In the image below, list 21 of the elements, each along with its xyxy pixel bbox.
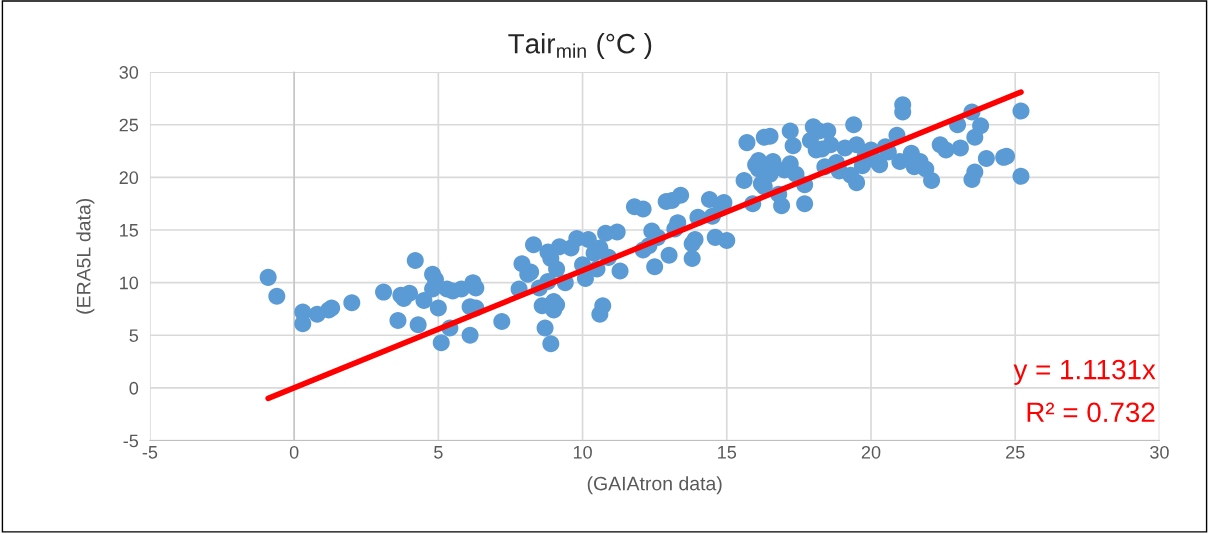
y-tick-label: 30 bbox=[119, 66, 139, 79]
x-tick-label: 30 bbox=[1150, 445, 1169, 459]
annotation: y = 1.1131x bbox=[1013, 359, 1156, 385]
y-tick-label: -5 bbox=[123, 434, 139, 448]
x-tick-label: 5 bbox=[434, 446, 443, 459]
annotation: R² = 0.732 bbox=[1027, 402, 1155, 423]
x-tick-label: -5 bbox=[142, 446, 158, 459]
y-tick-label: 20 bbox=[119, 171, 139, 185]
x-tick-label: 15 bbox=[718, 446, 737, 459]
y-tick-label: 10 bbox=[120, 276, 139, 290]
y-tick-label: 0 bbox=[129, 381, 139, 395]
x-tick-label: 10 bbox=[573, 445, 592, 459]
x-tick-label: 20 bbox=[861, 445, 881, 459]
y-tick-label: 5 bbox=[129, 329, 139, 342]
x-tick-label: 25 bbox=[1006, 445, 1025, 459]
x-tick-label: 0 bbox=[289, 445, 299, 459]
y-tick-label: 25 bbox=[119, 118, 139, 132]
y-tick-label: 15 bbox=[120, 224, 139, 237]
y-axis-title: (ERA5L data) bbox=[76, 198, 95, 314]
chart-title: Tair$_{min}$ (°C ) bbox=[508, 33, 652, 59]
x-axis-title: (GAIAtron data) bbox=[587, 476, 722, 495]
